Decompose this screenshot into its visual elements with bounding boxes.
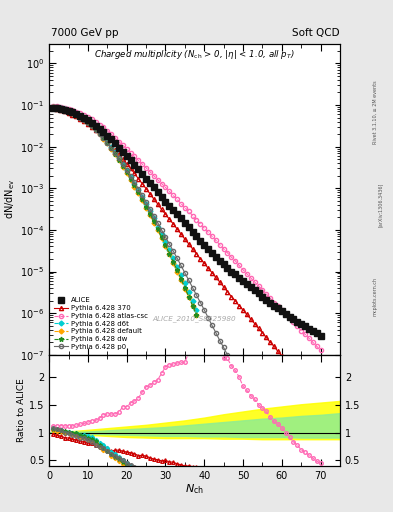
Text: 7000 GeV pp: 7000 GeV pp	[51, 28, 119, 38]
Y-axis label: Ratio to ALICE: Ratio to ALICE	[17, 378, 26, 442]
Text: [arXiv:1306.3436]: [arXiv:1306.3436]	[378, 183, 383, 227]
X-axis label: $N_{\mathsf{ch}}$: $N_{\mathsf{ch}}$	[185, 482, 204, 496]
Text: Soft QCD: Soft QCD	[292, 28, 340, 38]
Text: Charged multiplicity ($N_{\mathsf{ch}}$ > 0, $|\eta|$ < 1.0, all $p_T$): Charged multiplicity ($N_{\mathsf{ch}}$ …	[94, 48, 295, 61]
Y-axis label: dN/dN$_{\mathsf{ev}}$: dN/dN$_{\mathsf{ev}}$	[4, 179, 17, 219]
Text: ALICE_2010_S8625980: ALICE_2010_S8625980	[153, 315, 236, 323]
Text: mcplots.cern.ch: mcplots.cern.ch	[373, 278, 378, 316]
Legend: ALICE, Pythia 6.428 370, Pythia 6.428 atlas-csc, Pythia 6.428 d6t, Pythia 6.428 : ALICE, Pythia 6.428 370, Pythia 6.428 at…	[53, 296, 149, 351]
Text: Rivet 3.1.10, ≥ 2M events: Rivet 3.1.10, ≥ 2M events	[373, 81, 378, 144]
